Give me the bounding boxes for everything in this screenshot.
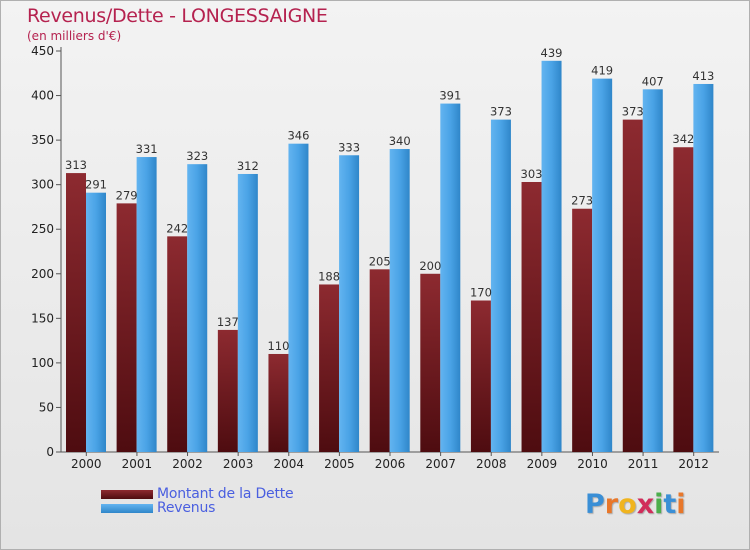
- value-label-dette: 273: [571, 194, 593, 208]
- value-label-revenus: 291: [85, 178, 107, 192]
- value-label-dette: 342: [672, 132, 694, 146]
- value-label-dette: 188: [318, 269, 340, 283]
- bar-revenus: [136, 157, 157, 452]
- value-label-dette: 279: [116, 188, 138, 202]
- y-tick-label: 100: [31, 356, 54, 370]
- legend: Montant de la Dette Revenus: [101, 486, 294, 516]
- value-label-dette: 110: [267, 339, 289, 353]
- x-tick-label: 2011: [628, 457, 659, 471]
- bar-revenus: [490, 119, 511, 453]
- bar-revenus: [237, 173, 258, 452]
- bar-revenus: [642, 89, 663, 452]
- value-label-revenus: 340: [389, 134, 411, 148]
- value-label-revenus: 346: [287, 129, 309, 143]
- value-label-revenus: 333: [338, 140, 360, 154]
- value-label-revenus: 373: [490, 105, 512, 119]
- x-tick-label: 2003: [223, 457, 254, 471]
- value-label-revenus: 331: [136, 142, 158, 156]
- bar-revenus: [339, 155, 360, 452]
- bar-revenus: [86, 192, 106, 453]
- legend-item-revenus: Revenus: [101, 500, 293, 516]
- value-label-dette: 373: [622, 105, 644, 119]
- legend-item-dette: Montant de la Dette: [101, 486, 294, 502]
- value-label-dette: 200: [419, 259, 441, 273]
- bar-dette: [116, 203, 137, 452]
- value-label-revenus: 419: [591, 64, 613, 78]
- y-tick-label: 50: [39, 400, 54, 414]
- value-label-revenus: 413: [692, 69, 714, 83]
- chart-subtitle: (en milliers d'€): [27, 29, 122, 43]
- legend-label-revenus: Revenus: [157, 500, 216, 516]
- bar-dette: [167, 236, 188, 452]
- bar-revenus: [693, 83, 714, 453]
- y-tick-label: 250: [31, 222, 54, 236]
- value-label-revenus: 391: [439, 89, 461, 103]
- x-tick-label: 2000: [71, 457, 102, 471]
- legend-label-dette: Montant de la Dette: [157, 486, 294, 502]
- bar-dette: [369, 269, 390, 452]
- bar-revenus: [592, 78, 613, 452]
- chart-value-labels: 313 291 279 331 242 323 137 312 110 346 188 333 205 3…: [65, 46, 714, 353]
- logo-letter: o: [618, 489, 637, 520]
- y-tick-label: 350: [31, 133, 54, 147]
- x-tick-label: 2010: [577, 457, 608, 471]
- bar-revenus: [541, 60, 562, 453]
- bar-revenus: [187, 164, 208, 452]
- bar-dette: [572, 208, 593, 452]
- y-tick-label: 200: [31, 267, 54, 281]
- value-label-dette: 205: [369, 254, 391, 268]
- y-tick-label: 400: [31, 89, 54, 103]
- legend-swatch-revenus: [101, 503, 153, 513]
- logo-letter: P: [585, 489, 605, 520]
- bar-dette: [319, 284, 340, 452]
- logo-letter: x: [636, 489, 655, 520]
- x-tick-label: 2006: [375, 457, 406, 471]
- value-label-revenus: 439: [541, 46, 563, 60]
- x-tick-label: 2005: [324, 457, 355, 471]
- value-label-revenus: 407: [642, 74, 664, 88]
- x-tick-label: 2007: [425, 457, 456, 471]
- bar-dette: [268, 353, 289, 452]
- logo-letter: r: [604, 489, 619, 520]
- value-label-dette: 242: [166, 221, 188, 235]
- proxiti-logo: Proxiti: [585, 489, 686, 520]
- chart-bars: [66, 60, 714, 453]
- y-tick-label: 0: [46, 445, 54, 459]
- bar-dette: [66, 173, 86, 453]
- bar-dette: [521, 181, 542, 452]
- value-label-dette: 137: [217, 315, 239, 329]
- bar-revenus: [440, 103, 461, 452]
- bar-dette: [420, 273, 441, 452]
- logo-letter: t: [663, 489, 677, 520]
- bar-dette: [470, 300, 491, 452]
- x-tick-label: 2004: [273, 457, 304, 471]
- bar-revenus: [389, 149, 410, 452]
- value-label-revenus: 312: [237, 159, 259, 173]
- bar-revenus: [288, 143, 309, 453]
- legend-swatch-dette: [101, 489, 153, 499]
- bar-dette: [673, 147, 694, 453]
- logo-letter: i: [676, 489, 686, 520]
- y-tick-label: 450: [31, 44, 54, 58]
- value-label-revenus: 323: [186, 149, 208, 163]
- x-tick-label: 2001: [122, 457, 153, 471]
- y-tick-label: 150: [31, 311, 54, 325]
- x-tick-label: 2002: [172, 457, 203, 471]
- y-tick-label: 300: [31, 178, 54, 192]
- value-label-dette: 303: [521, 167, 543, 181]
- chart-title: Revenus/Dette - LONGESSAIGNE: [27, 5, 328, 27]
- bar-dette: [622, 119, 643, 453]
- value-label-dette: 170: [470, 286, 492, 300]
- x-tick-label: 2012: [678, 457, 709, 471]
- value-label-dette: 313: [65, 158, 87, 172]
- bar-dette: [217, 329, 238, 452]
- logo-letter: i: [654, 489, 664, 520]
- x-tick-label: 2008: [476, 457, 507, 471]
- x-tick-label: 2009: [527, 457, 558, 471]
